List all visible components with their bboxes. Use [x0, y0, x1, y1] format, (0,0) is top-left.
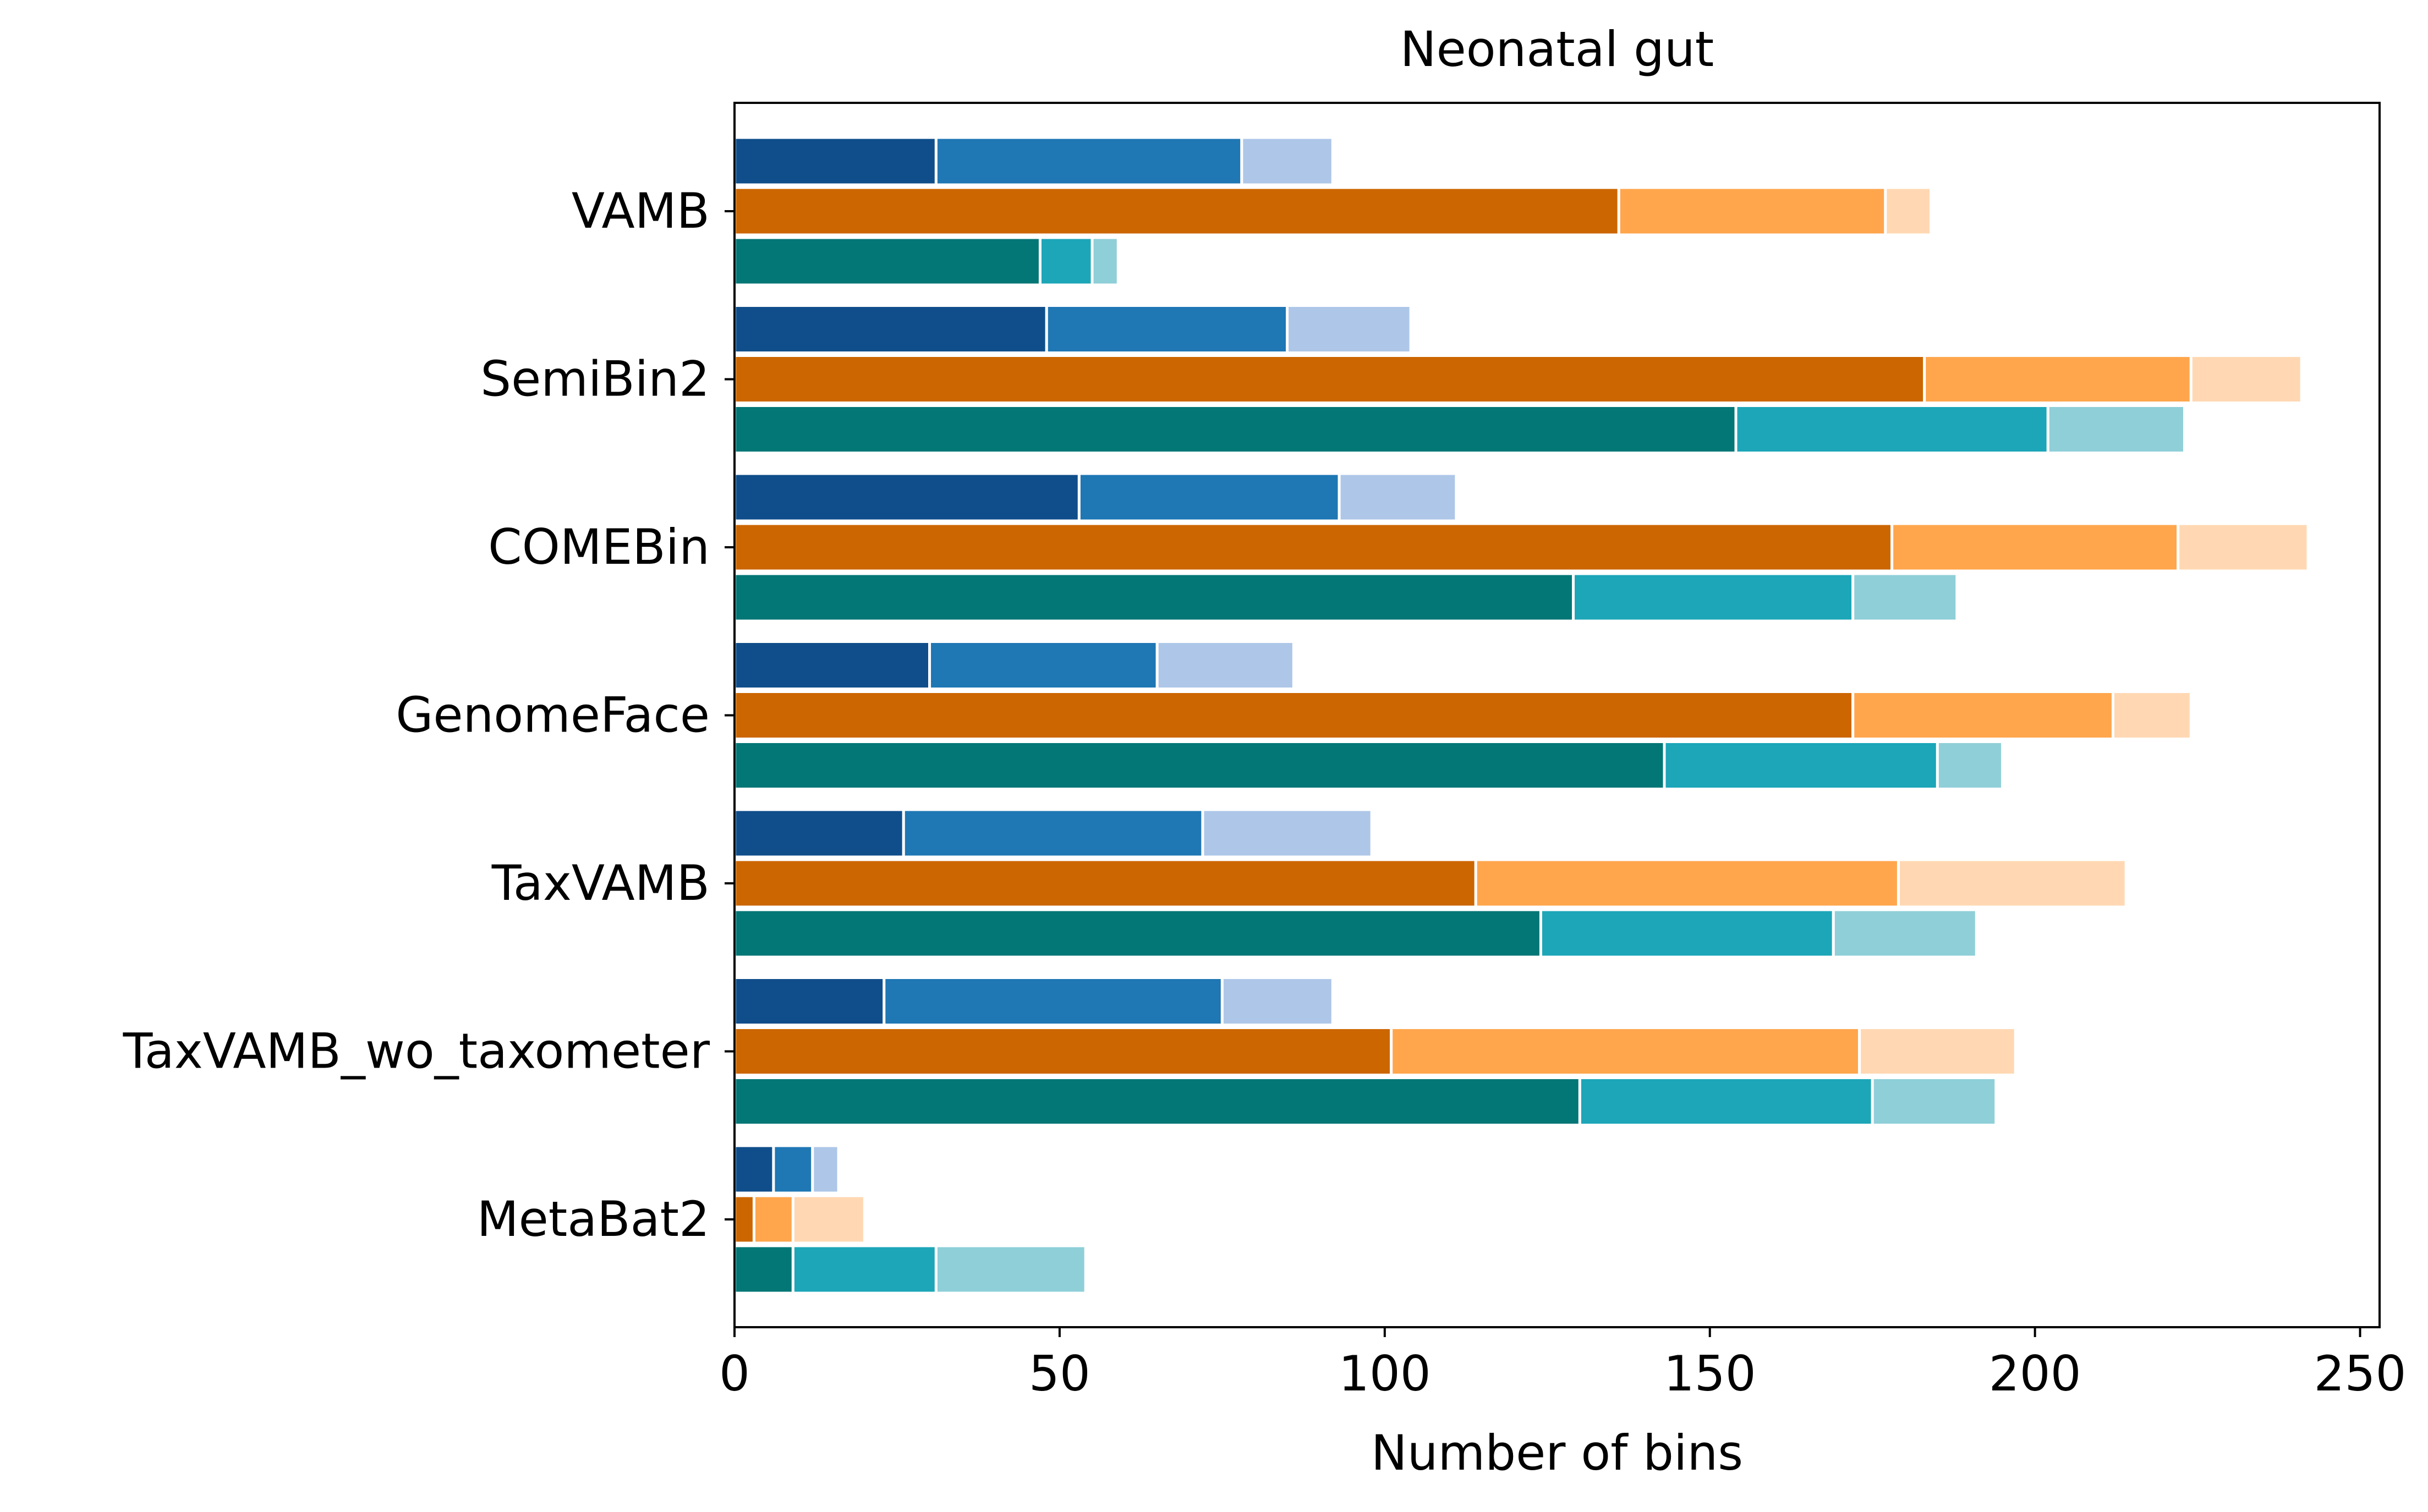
bar-TaxVAMB-group1-segment2 — [902, 808, 1204, 859]
bar-TaxVAMB_wo_taxometer-group3-segment1 — [733, 1076, 1581, 1126]
bar-GenomeFace-group2-segment1 — [733, 690, 1855, 740]
y-tick-label: GenomeFace — [396, 687, 710, 744]
bar-GenomeFace-group3-segment3 — [1936, 740, 2004, 790]
bar-MetaBat2-group1-segment3 — [811, 1144, 840, 1195]
bar-MetaBat2-group3-segment2 — [791, 1244, 938, 1295]
bar-TaxVAMB_wo_taxometer-group3-segment3 — [1871, 1076, 1998, 1126]
bar-SemiBin2-group2-segment1 — [733, 354, 1926, 404]
bar-TaxVAMB-group2-segment2 — [1474, 858, 1900, 909]
bar-MetaBat2-group2-segment2 — [752, 1194, 794, 1245]
bar-VAMB-group3-segment2 — [1038, 236, 1094, 287]
chart-title: Neonatal gut — [1400, 21, 1714, 78]
bar-GenomeFace-group3-segment2 — [1663, 740, 1939, 790]
bar-SemiBin2-group2-segment3 — [2189, 354, 2303, 404]
bar-TaxVAMB-group2-segment1 — [733, 858, 1477, 909]
bar-COMEBin-group2-segment1 — [733, 522, 1894, 573]
bar-TaxVAMB_wo_taxometer-group1-segment2 — [883, 976, 1224, 1026]
bar-SemiBin2-group3-segment1 — [733, 404, 1738, 454]
y-tick-label: VAMB — [572, 183, 710, 239]
bar-SemiBin2-group1-segment3 — [1286, 304, 1412, 354]
bar-MetaBat2-group2-segment1 — [733, 1194, 755, 1245]
bar-COMEBin-group2-segment2 — [1890, 522, 2180, 573]
bar-GenomeFace-group1-segment1 — [733, 640, 931, 690]
bar-TaxVAMB-group1-segment3 — [1201, 808, 1373, 859]
bar-TaxVAMB-group3-segment2 — [1539, 908, 1835, 959]
bar-GenomeFace-group2-segment3 — [2111, 690, 2193, 740]
x-axis-label: Number of bins — [1371, 1425, 1743, 1481]
x-tick-label: 0 — [719, 1345, 750, 1402]
bar-VAMB-group1-segment3 — [1240, 136, 1334, 186]
x-tick-label: 100 — [1339, 1345, 1431, 1402]
y-tick-label: TaxVAMB_wo_taxometer — [123, 1023, 710, 1080]
x-tick-label: 50 — [1029, 1345, 1090, 1402]
bar-VAMB-group2-segment3 — [1884, 186, 1933, 237]
bar-SemiBin2-group1-segment1 — [733, 304, 1048, 354]
y-tick-label: COMEBin — [488, 519, 710, 575]
bar-TaxVAMB-group1-segment1 — [733, 808, 905, 859]
x-axis: 0 50 100 150 200 250 — [719, 1327, 2407, 1402]
y-tick-label: TaxVAMB — [491, 855, 710, 911]
bar-VAMB-group2-segment2 — [1617, 186, 1887, 237]
bar-TaxVAMB_wo_taxometer-group2-segment3 — [1858, 1026, 2017, 1076]
bar-MetaBat2-group3-segment1 — [733, 1244, 794, 1295]
x-tick-label: 250 — [2314, 1345, 2407, 1402]
bar-MetaBat2-group1-segment1 — [733, 1144, 775, 1195]
y-axis: VAMB SemiBin2 COMEBin GenomeFace TaxVAMB TaxV… — [123, 183, 735, 1247]
bar-VAMB-group1-segment1 — [733, 136, 938, 186]
bar-TaxVAMB-group3-segment1 — [733, 908, 1542, 959]
y-tick-label: MetaBat2 — [477, 1191, 710, 1247]
bar-VAMB-group2-segment1 — [733, 186, 1620, 237]
bar-COMEBin-group3-segment3 — [1851, 572, 1959, 623]
bar-SemiBin2-group3-segment2 — [1734, 404, 2049, 454]
bar-TaxVAMB_wo_taxometer-group2-segment2 — [1390, 1026, 1861, 1076]
bar-VAMB-group3-segment1 — [733, 236, 1042, 287]
bar-TaxVAMB_wo_taxometer-group1-segment1 — [733, 976, 886, 1026]
bar-COMEBin-group1-segment2 — [1077, 472, 1341, 523]
bar-SemiBin2-group1-segment2 — [1045, 304, 1289, 354]
bar-COMEBin-group3-segment1 — [733, 572, 1575, 623]
bar-TaxVAMB_wo_taxometer-group3-segment2 — [1578, 1076, 1874, 1126]
bar-GenomeFace-group1-segment3 — [1155, 640, 1295, 690]
bar-GenomeFace-group1-segment2 — [928, 640, 1159, 690]
bar-MetaBat2-group2-segment3 — [791, 1194, 866, 1245]
bar-COMEBin-group2-segment3 — [2177, 522, 2310, 573]
bar-TaxVAMB_wo_taxometer-group1-segment3 — [1220, 976, 1334, 1026]
x-tick-label: 150 — [1664, 1345, 1756, 1402]
bar-COMEBin-group1-segment1 — [733, 472, 1081, 523]
bar-TaxVAMB-group3-segment3 — [1832, 908, 1978, 959]
bar-VAMB-group3-segment3 — [1090, 236, 1120, 287]
bar-COMEBin-group3-segment2 — [1572, 572, 1855, 623]
bar-GenomeFace-group3-segment1 — [733, 740, 1666, 790]
bar-VAMB-group1-segment2 — [934, 136, 1243, 186]
bar-GenomeFace-group2-segment2 — [1851, 690, 2114, 740]
bar-MetaBat2-group1-segment2 — [772, 1144, 814, 1195]
bar-SemiBin2-group2-segment2 — [1923, 354, 2193, 404]
bar-TaxVAMB-group2-segment3 — [1897, 858, 2128, 909]
bar-COMEBin-group1-segment3 — [1338, 472, 1458, 523]
bar-MetaBat2-group3-segment3 — [934, 1244, 1087, 1295]
x-tick-label: 200 — [1989, 1345, 2081, 1402]
bar-TaxVAMB_wo_taxometer-group2-segment1 — [733, 1026, 1393, 1076]
bars-layer — [733, 136, 2310, 1295]
bar-SemiBin2-group3-segment3 — [2046, 404, 2186, 454]
y-tick-label: SemiBin2 — [480, 351, 710, 408]
